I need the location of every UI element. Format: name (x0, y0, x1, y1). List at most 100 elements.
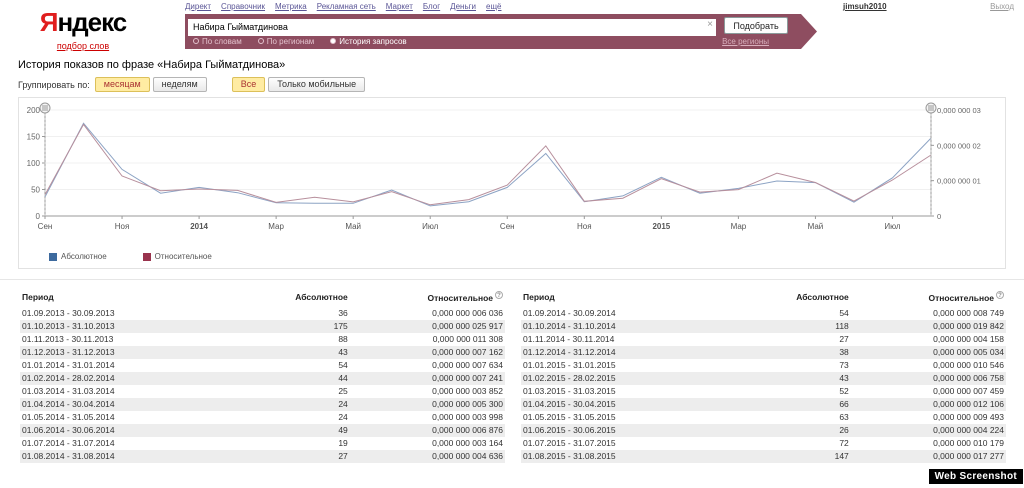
table-row: 01.12.2014 - 31.12.2014 38 0,000 000 005 0… (521, 345, 1006, 359)
svg-text:200: 200 (27, 106, 41, 115)
top-nav-link-7[interactable]: ещё (486, 2, 502, 11)
relative-header: Относительное? (350, 289, 505, 307)
top-nav-link-4[interactable]: Маркет (385, 2, 413, 11)
series-line (44, 123, 932, 206)
group-by-button-1[interactable]: неделям (152, 77, 207, 92)
absolute-cell: 24 (338, 411, 348, 422)
search-module: × Подобрать По словам По регионам История … (185, 14, 817, 49)
table-row: 01.08.2015 - 31.08.2015 147 0,000 000 017 … (521, 449, 1006, 463)
username-link[interactable]: jimsuh2010 (843, 2, 887, 11)
relative-cell: 0,000 000 007 241 (432, 372, 503, 383)
absolute-cell: 25 (338, 385, 348, 396)
relative-cell: 0,000 000 019 842 (933, 320, 1004, 331)
legend-item: Абсолютное (49, 252, 107, 261)
table-row: 01.04.2014 - 30.04.2014 24 0,000 000 005 3… (20, 397, 505, 411)
absolute-cell: 52 (839, 385, 849, 396)
search-input[interactable] (188, 19, 716, 36)
top-nav-link-2[interactable]: Метрика (275, 2, 307, 11)
page-title: История показов по фразе «Набира Гыйматд… (18, 59, 286, 71)
svg-text:100: 100 (27, 159, 41, 168)
period-cell: 01.11.2014 - 30.11.2014 (523, 333, 615, 344)
svg-text:150: 150 (27, 133, 41, 142)
absolute-cell: 66 (839, 398, 849, 409)
svg-text:Май: Май (808, 222, 824, 231)
search-mode-tab-1[interactable]: По регионам (258, 37, 315, 46)
period-cell: 01.10.2014 - 31.10.2014 (523, 320, 616, 331)
period-cell: 01.04.2014 - 30.04.2014 (22, 398, 115, 409)
info-icon[interactable]: ? (495, 291, 503, 299)
period-cell: 01.08.2014 - 31.08.2014 (22, 450, 115, 461)
table-row: 01.01.2015 - 31.01.2015 73 0,000 000 010 5… (521, 359, 1006, 372)
relative-cell: 0,000 000 003 852 (432, 385, 503, 396)
svg-text:Май: Май (345, 222, 361, 231)
absolute-cell: 38 (839, 346, 849, 357)
radio-icon (330, 38, 336, 44)
relative-cell: 0,000 000 011 308 (432, 333, 503, 344)
top-nav-link-0[interactable]: Директ (185, 2, 212, 11)
relative-cell: 0,000 000 003 164 (432, 437, 503, 448)
absolute-cell: 175 (333, 320, 348, 331)
period-cell: 01.12.2013 - 31.12.2013 (22, 346, 115, 357)
search-mode-tab-2[interactable]: История запросов (330, 37, 406, 46)
period-cell: 01.07.2014 - 31.07.2014 (22, 437, 115, 448)
svg-text:0: 0 (937, 212, 941, 221)
table-row: 01.11.2014 - 30.11.2014 27 0,000 000 004 1… (521, 333, 1006, 346)
period-header: Период (523, 291, 555, 302)
svg-text:2015: 2015 (652, 222, 670, 231)
table-row: 01.01.2014 - 31.01.2014 54 0,000 000 007 6… (20, 359, 505, 372)
period-cell: 01.03.2015 - 31.03.2015 (523, 385, 616, 396)
period-cell: 01.08.2015 - 31.08.2015 (523, 450, 616, 461)
table-row: 01.08.2014 - 31.08.2014 27 0,000 000 004 6… (20, 449, 505, 463)
period-header: Период (22, 291, 54, 302)
wordstat-home-link[interactable]: подбор слов (56, 41, 110, 51)
table-row: 01.07.2014 - 31.07.2014 19 0,000 000 003 1… (20, 437, 505, 450)
series-line (44, 122, 932, 207)
yandex-logo-text: Яндекс (39, 7, 127, 37)
device-filter-button-1[interactable]: Только мобильные (268, 77, 366, 92)
relative-header: Относительное? (851, 289, 1006, 307)
absolute-cell: 72 (839, 437, 849, 448)
clear-icon[interactable]: × (707, 19, 713, 30)
relative-cell: 0,000 000 004 224 (933, 424, 1004, 435)
logout-link[interactable]: Выход (990, 2, 1014, 11)
table-row: 01.06.2015 - 30.06.2015 26 0,000 000 004 2… (521, 423, 1006, 437)
right-range-handle[interactable] (925, 102, 937, 114)
relative-cell: 0,000 000 017 277 (933, 450, 1004, 461)
absolute-cell: 54 (338, 359, 348, 370)
svg-text:0,000 000 02: 0,000 000 02 (937, 141, 981, 150)
top-nav-link-1[interactable]: Справочник (221, 2, 266, 11)
period-cell: 01.10.2013 - 31.10.2013 (22, 320, 115, 331)
top-nav-link-3[interactable]: Рекламная сеть (316, 2, 376, 11)
relative-cell: 0,000 000 010 179 (933, 437, 1004, 448)
legend-swatch-icon (49, 252, 57, 261)
table-row: 01.09.2014 - 30.09.2014 54 0,000 000 008 7… (521, 307, 1006, 320)
device-filter-button-0[interactable]: Все (231, 77, 266, 92)
yandex-logo[interactable]: Яндекс подбор слов (38, 8, 128, 54)
period-cell: 01.02.2015 - 28.02.2015 (523, 372, 616, 383)
relative-cell: 0,000 000 005 300 (432, 398, 503, 409)
tab-label: По словам (202, 36, 242, 46)
table-row: 01.02.2015 - 28.02.2015 43 0,000 000 006 7… (521, 371, 1006, 385)
table-row: 01.06.2014 - 30.06.2014 49 0,000 000 006 8… (20, 423, 505, 437)
table-row: 01.07.2015 - 31.07.2015 72 0,000 000 010 1… (521, 437, 1006, 450)
tab-label: История запросов (339, 36, 407, 46)
period-cell: 01.11.2013 - 30.11.2013 (22, 333, 114, 344)
relative-cell: 0,000 000 009 493 (933, 411, 1004, 422)
svg-text:Сен: Сен (500, 222, 515, 231)
stats-table-right: Период Абсолютное Относительное? 01.09.2… (521, 289, 1006, 463)
history-chart: 0 50 100 150 200 0,000 000 03 0,000 000 02 0,00… (19, 98, 1005, 249)
submit-button[interactable]: Подобрать (724, 17, 788, 34)
absolute-cell: 24 (338, 398, 348, 409)
absolute-cell: 73 (839, 359, 849, 370)
left-range-handle[interactable] (39, 102, 51, 114)
top-nav-link-5[interactable]: Блог (422, 2, 441, 11)
absolute-cell: 118 (835, 320, 849, 331)
period-cell: 01.02.2014 - 28.02.2014 (22, 372, 115, 383)
table-row: 01.03.2014 - 31.03.2014 25 0,000 000 003 8… (20, 385, 505, 398)
top-nav-link-6[interactable]: Деньги (450, 2, 477, 11)
info-icon[interactable]: ? (996, 291, 1004, 299)
table-row: 01.09.2013 - 30.09.2013 36 0,000 000 006 0… (20, 307, 505, 320)
group-by-button-0[interactable]: месяцам (94, 77, 150, 92)
search-mode-tab-0[interactable]: По словам (193, 37, 242, 46)
all-regions-link[interactable]: Все регионы (722, 36, 769, 46)
